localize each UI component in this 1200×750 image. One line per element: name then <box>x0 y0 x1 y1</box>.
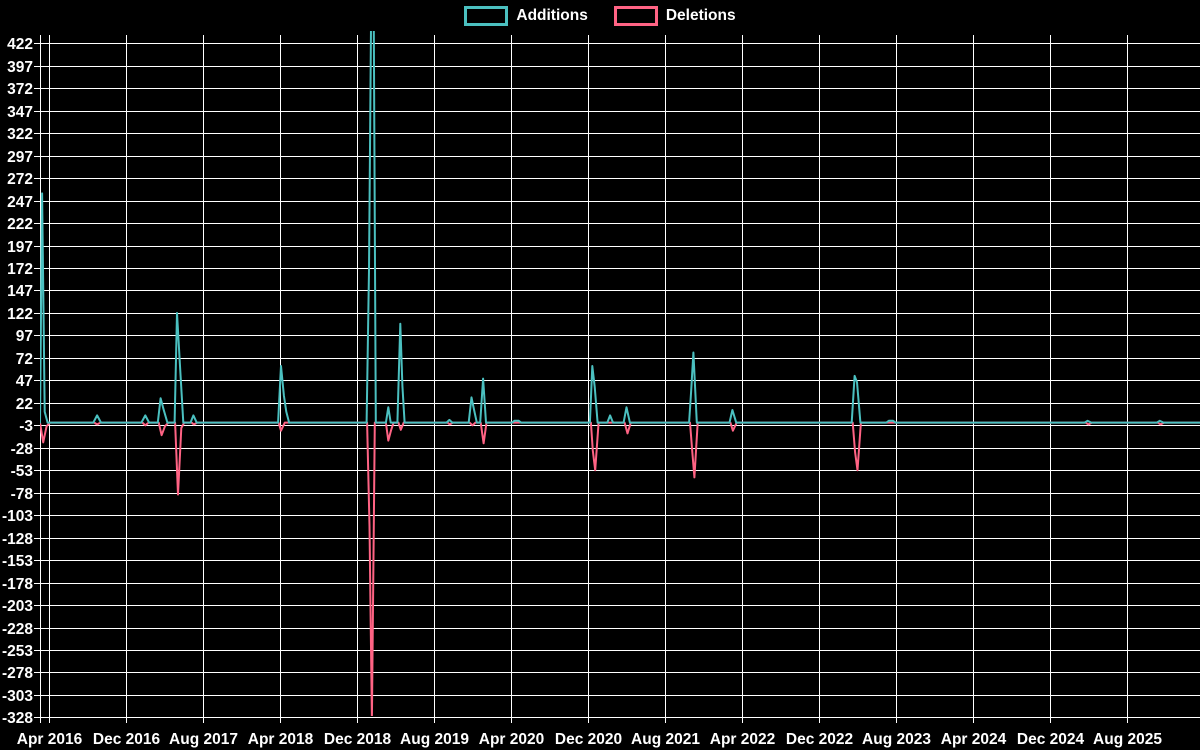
y-tick-label: -178 <box>2 576 33 593</box>
x-tick-label: Apr 2020 <box>479 731 544 748</box>
x-tick-label: Aug 2025 <box>1093 731 1162 748</box>
y-tick-label: 147 <box>7 283 33 300</box>
legend-label-deletions: Deletions <box>665 7 736 24</box>
y-tick-label: -203 <box>2 598 33 615</box>
legend-item-deletions[interactable]: Deletions <box>613 6 736 26</box>
y-tick-label: 347 <box>7 104 33 121</box>
legend: Additions Deletions <box>0 6 1200 26</box>
y-tick-label: 247 <box>7 194 33 211</box>
y-tick-label: -128 <box>2 531 33 548</box>
additions-line <box>40 31 1200 424</box>
x-tick-label: Dec 2022 <box>786 731 853 748</box>
additions-swatch <box>464 6 509 26</box>
y-tick-label: 22 <box>16 396 33 413</box>
y-tick-label: 97 <box>16 328 33 345</box>
y-tick-label: -78 <box>11 486 34 503</box>
y-tick-label: 422 <box>7 36 33 53</box>
y-tick-label: 322 <box>7 126 33 143</box>
y-tick-label: -303 <box>2 688 33 705</box>
deletions-line <box>40 421 1200 716</box>
x-tick-label: Dec 2024 <box>1017 731 1085 748</box>
x-tick-label: Aug 2019 <box>400 731 469 748</box>
x-tick-label: Apr 2016 <box>17 731 83 748</box>
x-tick-label: Apr 2022 <box>710 731 775 748</box>
y-tick-label: 122 <box>7 306 33 323</box>
y-tick-label: 72 <box>16 351 33 368</box>
x-tick-label: Aug 2017 <box>169 731 238 748</box>
y-tick-label: -28 <box>11 441 34 458</box>
legend-label-additions: Additions <box>516 7 588 24</box>
x-tick-label: Dec 2020 <box>555 731 622 748</box>
y-tick-label: 272 <box>7 171 33 188</box>
legend-item-additions[interactable]: Additions <box>464 6 588 26</box>
y-tick-label: -153 <box>2 553 33 570</box>
x-tick-label: Dec 2016 <box>93 731 161 748</box>
y-tick-label: 47 <box>16 373 33 390</box>
deletions-swatch <box>613 6 658 26</box>
y-tick-label: 197 <box>7 239 33 256</box>
y-tick-label: 397 <box>7 59 33 76</box>
y-tick-label: -228 <box>2 621 33 638</box>
x-tick-label: Aug 2023 <box>862 731 931 748</box>
y-tick-label: -103 <box>2 508 33 525</box>
y-tick-label: -3 <box>19 418 33 435</box>
x-tick-label: Apr 2024 <box>941 731 1007 748</box>
x-tick-label: Apr 2018 <box>248 731 314 748</box>
y-tick-label: 297 <box>7 149 33 166</box>
y-tick-label: -278 <box>2 665 33 682</box>
y-tick-label: -53 <box>11 463 34 480</box>
x-tick-label: Dec 2018 <box>324 731 392 748</box>
y-tick-label: -328 <box>2 710 33 727</box>
y-tick-label: 372 <box>7 81 33 98</box>
x-tick-label: Aug 2021 <box>631 731 700 748</box>
y-tick-label: 172 <box>7 261 33 278</box>
y-tick-label: -253 <box>2 643 33 660</box>
y-tick-label: 222 <box>7 216 33 233</box>
